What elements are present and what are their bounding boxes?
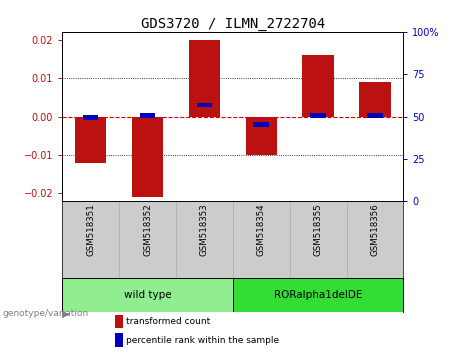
Text: transformed count: transformed count xyxy=(126,317,210,326)
Bar xyxy=(115,333,123,347)
Bar xyxy=(62,278,233,312)
Text: GSM518354: GSM518354 xyxy=(257,204,266,256)
Text: RORalpha1delDE: RORalpha1delDE xyxy=(274,290,362,300)
Text: GSM518355: GSM518355 xyxy=(313,204,323,256)
Bar xyxy=(367,113,383,118)
Bar xyxy=(75,116,106,163)
Bar xyxy=(246,116,277,155)
Bar xyxy=(132,116,163,197)
Text: percentile rank within the sample: percentile rank within the sample xyxy=(126,336,279,344)
Text: genotype/variation: genotype/variation xyxy=(2,309,89,318)
Title: GDS3720 / ILMN_2722704: GDS3720 / ILMN_2722704 xyxy=(141,17,325,31)
Text: GSM518356: GSM518356 xyxy=(371,204,379,256)
Bar xyxy=(359,82,390,116)
Text: wild type: wild type xyxy=(124,290,171,300)
Bar xyxy=(310,113,326,118)
Bar xyxy=(254,122,269,126)
Bar xyxy=(196,103,212,107)
Bar xyxy=(115,315,123,328)
Text: GSM518351: GSM518351 xyxy=(86,204,95,256)
Text: GSM518352: GSM518352 xyxy=(143,204,152,256)
Bar xyxy=(189,40,220,116)
Text: GSM518353: GSM518353 xyxy=(200,204,209,256)
Bar xyxy=(302,55,334,116)
Bar xyxy=(233,278,403,312)
Bar xyxy=(140,113,155,118)
Bar xyxy=(83,115,99,120)
Text: ▶: ▶ xyxy=(62,308,70,318)
